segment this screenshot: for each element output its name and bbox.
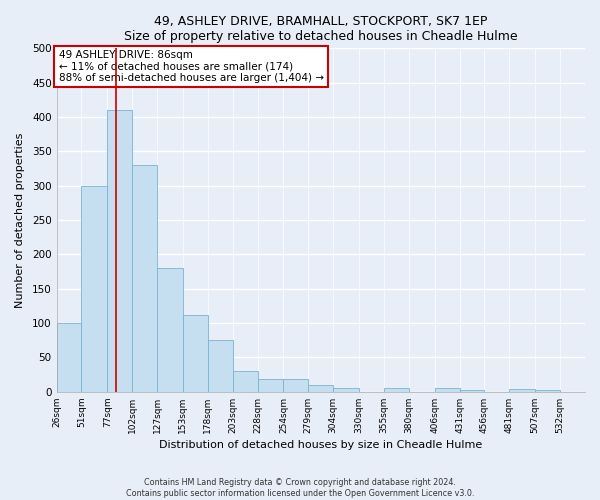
Bar bbox=[157, 268, 183, 392]
X-axis label: Distribution of detached houses by size in Cheadle Hulme: Distribution of detached houses by size … bbox=[159, 440, 482, 450]
Bar bbox=[535, 390, 560, 392]
Bar bbox=[208, 340, 233, 392]
Bar bbox=[509, 389, 535, 392]
Bar bbox=[333, 388, 359, 392]
Bar bbox=[308, 385, 333, 392]
Bar bbox=[56, 323, 82, 392]
Text: Contains HM Land Registry data © Crown copyright and database right 2024.
Contai: Contains HM Land Registry data © Crown c… bbox=[126, 478, 474, 498]
Y-axis label: Number of detached properties: Number of detached properties bbox=[15, 132, 25, 308]
Bar bbox=[132, 165, 157, 392]
Bar bbox=[257, 380, 283, 392]
Bar bbox=[233, 371, 257, 392]
Text: 49 ASHLEY DRIVE: 86sqm
← 11% of detached houses are smaller (174)
88% of semi-de: 49 ASHLEY DRIVE: 86sqm ← 11% of detached… bbox=[59, 50, 323, 83]
Bar bbox=[82, 186, 107, 392]
Bar bbox=[435, 388, 460, 392]
Bar bbox=[460, 390, 484, 392]
Title: 49, ASHLEY DRIVE, BRAMHALL, STOCKPORT, SK7 1EP
Size of property relative to deta: 49, ASHLEY DRIVE, BRAMHALL, STOCKPORT, S… bbox=[124, 15, 518, 43]
Bar bbox=[107, 110, 132, 392]
Bar bbox=[384, 388, 409, 392]
Bar bbox=[183, 315, 208, 392]
Bar bbox=[283, 380, 308, 392]
